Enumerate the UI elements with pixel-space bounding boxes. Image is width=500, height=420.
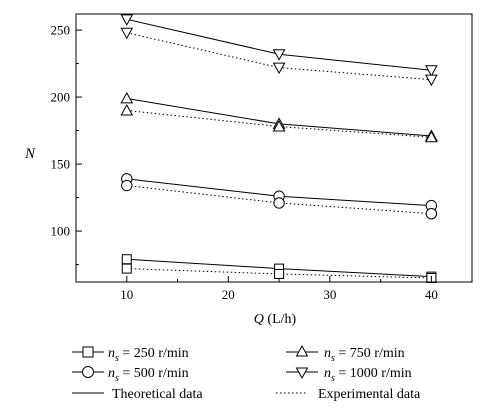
axes: 10 20 30 40 100 150 200 250 [51,13,473,302]
triangle-up-marker [120,103,134,116]
series-750-experimental [120,103,438,143]
legend-500-value: = 500 r/min [119,366,189,381]
series-500-experimental [121,179,438,220]
triangle-up-marker [272,120,286,132]
triangle-down-marker [272,62,286,75]
legend-1000-value: = 1000 r/min [335,366,412,381]
triangle-down-marker [120,14,134,26]
square-marker [121,254,132,265]
legend-1000-subscript: s [331,373,335,384]
series-1000-theoretical [120,14,438,77]
y-tick-label: 100 [51,224,71,239]
svg-text:ns = 250 r/min: ns = 250 r/min [108,346,189,364]
legend-experimental-label: Experimental data [318,387,421,402]
legend-triangle-up-marker [295,344,309,357]
legend-theoretical-label: Theoretical data [112,387,203,402]
circle-marker [425,207,438,220]
y-tick-label: 200 [51,90,71,105]
series-750-theoretical [120,91,438,141]
svg-text:ns = 1000 r/min: ns = 1000 r/min [324,366,412,384]
square-marker [274,268,285,279]
legend-item-500: ns = 500 r/min [72,366,189,384]
legend-item-1000: ns = 1000 r/min [286,366,412,384]
triangle-down-marker [425,65,438,77]
y-tick-label: 250 [51,23,71,38]
y-axis-label: N [24,146,36,162]
series-1000-experimental [120,27,438,87]
square-marker [121,263,132,274]
x-tick-label: 20 [222,287,235,302]
triangle-down-marker [120,27,134,40]
x-tick-label: 10 [120,287,133,302]
legend-750-value: = 750 r/min [335,346,405,361]
legend-250-prefix: n [108,346,115,361]
legend-item-750: ns = 750 r/min [286,344,405,364]
legend-square-marker [82,346,94,358]
legend-1000-prefix: n [324,366,331,381]
legend-250-subscript: s [115,353,119,364]
legend-item-theoretical: Theoretical data [72,387,203,402]
circle-marker [121,179,133,192]
y-tick-label: 150 [51,157,71,172]
legend-250-value: = 250 r/min [119,346,189,361]
plot-frame [75,13,473,283]
x-tick-label: 30 [323,287,336,302]
legend-item-250: ns = 250 r/min [72,346,189,364]
svg-text:ns = 750 r/min: ns = 750 r/min [324,346,405,364]
x-tick-label: 40 [425,287,438,302]
svg-text:ns = 500 r/min: ns = 500 r/min [108,366,189,384]
legend-item-experimental: Experimental data [276,387,421,402]
triangle-down-marker [425,74,438,87]
triangle-down-marker [272,49,286,61]
plot-area [120,14,438,283]
legend-triangle-down-marker [295,367,309,380]
legend-750-subscript: s [331,353,335,364]
triangle-up-marker [425,130,438,143]
legend-750-prefix: n [324,346,331,361]
circle-marker [273,197,285,209]
legend-500-subscript: s [115,373,119,384]
triangle-up-marker [120,91,134,104]
legend-circle-marker [82,366,94,378]
x-axis-label: Q (L/h) [254,312,297,327]
legend-500-prefix: n [108,366,115,381]
legend: ns = 250 r/min ns = 750 r/min ns = 500 r… [72,344,421,402]
